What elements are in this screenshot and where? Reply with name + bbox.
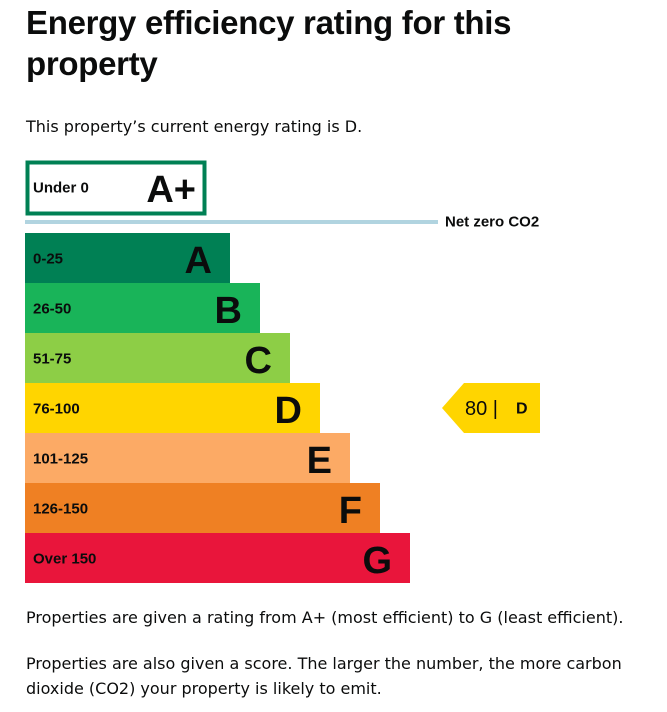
band-bar-a: [25, 233, 230, 283]
current-rating-text: This property’s current energy rating is…: [26, 117, 363, 136]
band-letter-a: A: [185, 240, 212, 282]
band-bar-c: [25, 333, 290, 383]
band-bar-b: [25, 283, 260, 333]
band-bar-e: [25, 433, 350, 483]
band-range-c: 51-75: [33, 351, 71, 368]
band-letter-g: G: [362, 540, 392, 582]
band-range-a: 0-25: [33, 251, 63, 268]
current-rating-letter: D: [516, 401, 528, 418]
band-range-d: 76-100: [33, 401, 80, 418]
band-letter-b: B: [215, 290, 242, 332]
band-letter-f: F: [339, 490, 362, 532]
band-range-f: 126-150: [33, 501, 88, 518]
net-zero-line: [25, 220, 438, 224]
current-rating-arrow: [442, 383, 540, 433]
band-letter-a-plus: A+: [146, 169, 196, 211]
page-title: Energy efficiency rating for this proper…: [26, 4, 512, 82]
band-letter-c: C: [245, 340, 272, 382]
current-score-label: 80 |: [465, 398, 498, 420]
band-letter-d: D: [275, 390, 302, 432]
band-range-a-plus: Under 0: [33, 180, 89, 197]
energy-rating-chart: Under 0 A+ Net zero CO2 0-25 A 26-50 B 51-75 C 76…: [25, 160, 540, 583]
band-letter-e: E: [307, 440, 332, 482]
band-bar-d: [25, 383, 320, 433]
band-range-b: 26-50: [33, 301, 71, 318]
band-bar-g: [25, 533, 410, 583]
rating-explanation: Properties are given a rating from A+ (m…: [26, 608, 624, 627]
band-range-g: Over 150: [33, 551, 96, 568]
band-range-e: 101-125: [33, 451, 88, 468]
score-explanation: Properties are also given a score. The l…: [26, 654, 622, 698]
net-zero-label: Net zero CO2: [445, 214, 539, 231]
band-bar-f: [25, 483, 380, 533]
band-bar-a-plus: [25, 160, 207, 216]
